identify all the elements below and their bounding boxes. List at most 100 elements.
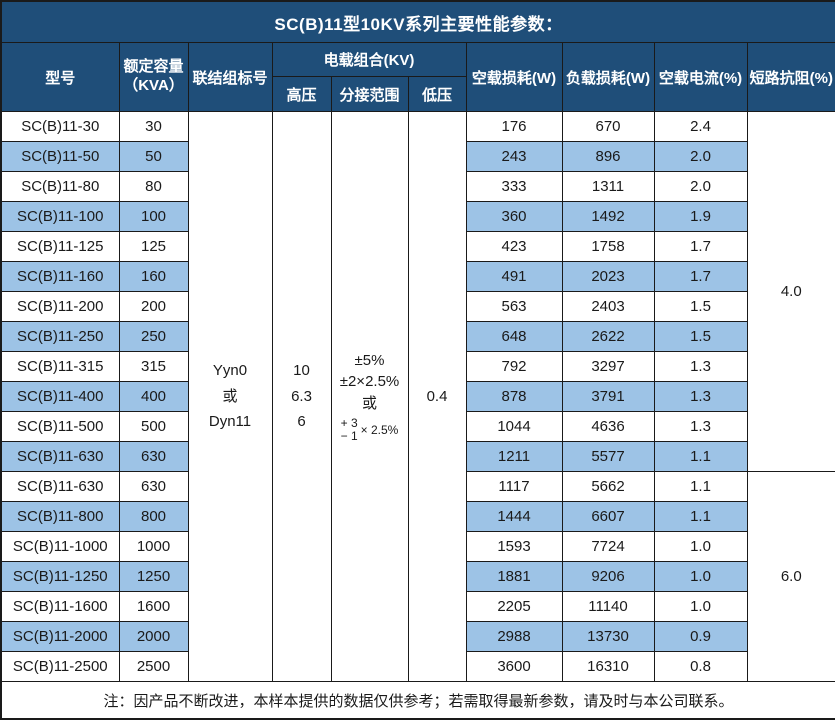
cell-no-load-loss: 3600 bbox=[465, 651, 563, 682]
cell-kva: 630 bbox=[118, 441, 189, 472]
cell-model: SC(B)11-30 bbox=[0, 111, 120, 142]
cell-no-load-current: 1.5 bbox=[653, 321, 748, 352]
cell-model: SC(B)11-250 bbox=[0, 321, 120, 352]
connection-line: Dyn11 bbox=[208, 413, 252, 431]
table-row: SC(B)11-1000 1000 1593 7724 1.0 bbox=[0, 531, 835, 562]
col-header-impedance: 短路抗阻(%) bbox=[746, 42, 835, 112]
cell-no-load-current: 1.1 bbox=[653, 471, 748, 502]
cell-kva: 100 bbox=[118, 201, 189, 232]
col-header-capacity: 额定容量 （KVA） bbox=[118, 42, 189, 112]
cell-no-load-loss: 2988 bbox=[465, 621, 563, 652]
cell-no-load-loss: 563 bbox=[465, 291, 563, 322]
connection-line: 或 bbox=[222, 387, 238, 405]
cell-no-load-loss: 648 bbox=[465, 321, 563, 352]
table-row: SC(B)11-1250 1250 1881 9206 1.0 bbox=[0, 561, 835, 592]
col-header-connection: 联结组标号 bbox=[187, 42, 273, 112]
cell-no-load-loss: 1593 bbox=[465, 531, 563, 562]
cell-no-load-loss: 792 bbox=[465, 351, 563, 382]
cell-no-load-current: 1.3 bbox=[653, 381, 748, 412]
cell-load-loss: 896 bbox=[561, 141, 655, 172]
cell-impedance-group1: 4.0 bbox=[746, 111, 835, 472]
tap-fraction-top: + 3 bbox=[340, 415, 358, 430]
cell-no-load-current: 1.5 bbox=[653, 291, 748, 322]
cell-load-loss: 670 bbox=[561, 111, 655, 142]
cell-kva: 630 bbox=[118, 471, 189, 502]
cell-load-loss: 2023 bbox=[561, 261, 655, 292]
cell-connection-merged: Yyn0 或 Dyn11 bbox=[187, 111, 273, 682]
cell-model: SC(B)11-125 bbox=[0, 231, 120, 262]
cell-model: SC(B)11-80 bbox=[0, 171, 120, 202]
header-row-1: 型号 额定容量 （KVA） 联结组标号 电载组合(KV) 空载损耗(W) 负载损… bbox=[0, 42, 835, 112]
cell-kva: 1600 bbox=[118, 591, 189, 622]
cell-no-load-current: 1.3 bbox=[653, 351, 748, 382]
cell-load-loss: 9206 bbox=[561, 561, 655, 592]
cell-no-load-current: 2.0 bbox=[653, 141, 748, 172]
cell-kva: 2500 bbox=[118, 651, 189, 682]
cell-load-loss: 1311 bbox=[561, 171, 655, 202]
cell-kva: 1000 bbox=[118, 531, 189, 562]
cell-load-loss: 1758 bbox=[561, 231, 655, 262]
connection-line: Yyn0 bbox=[212, 362, 248, 380]
cell-model: SC(B)11-630 bbox=[0, 471, 120, 502]
table-row: SC(B)11-50 50 243 896 2.0 bbox=[0, 141, 835, 172]
cell-load-loss: 13730 bbox=[561, 621, 655, 652]
col-header-no-load-current: 空载电流(%) bbox=[653, 42, 748, 112]
cell-no-load-loss: 423 bbox=[465, 231, 563, 262]
cell-load-loss: 1492 bbox=[561, 201, 655, 232]
cell-no-load-current: 1.0 bbox=[653, 531, 748, 562]
cell-no-load-loss: 1044 bbox=[465, 411, 563, 442]
cell-lv-merged: 0.4 bbox=[407, 111, 467, 682]
cell-kva: 200 bbox=[118, 291, 189, 322]
hv-line: 6.3 bbox=[291, 387, 312, 405]
table-row: SC(B)11-1600 1600 2205 11140 1.0 bbox=[0, 591, 835, 622]
col-header-no-load-loss: 空载损耗(W) bbox=[465, 42, 563, 112]
cell-kva: 315 bbox=[118, 351, 189, 382]
cell-model: SC(B)11-315 bbox=[0, 351, 120, 382]
cell-model: SC(B)11-50 bbox=[0, 141, 120, 172]
tap-fraction-bottom: − 1 bbox=[340, 429, 358, 444]
cell-no-load-current: 1.1 bbox=[653, 441, 748, 472]
table-row: SC(B)11-160 160 491 2023 1.7 bbox=[0, 261, 835, 292]
table-row: SC(B)11-30 30 Yyn0 或 Dyn11 10 6.3 6 ±5% … bbox=[0, 111, 835, 682]
hv-line: 10 bbox=[293, 362, 310, 380]
table-row: SC(B)11-630 630 1211 5577 1.1 bbox=[0, 441, 835, 472]
cell-model: SC(B)11-100 bbox=[0, 201, 120, 232]
cell-no-load-current: 1.9 bbox=[653, 201, 748, 232]
cell-model: SC(B)11-200 bbox=[0, 291, 120, 322]
cell-load-loss: 4636 bbox=[561, 411, 655, 442]
cell-no-load-current: 1.7 bbox=[653, 261, 748, 292]
tap-line: 或 bbox=[361, 395, 377, 413]
cell-load-loss: 5577 bbox=[561, 441, 655, 472]
cell-model: SC(B)11-2000 bbox=[0, 621, 120, 652]
cell-model: SC(B)11-2500 bbox=[0, 651, 120, 682]
table-row: SC(B)11-80 80 333 1311 2.0 bbox=[0, 171, 835, 202]
cell-load-loss: 11140 bbox=[561, 591, 655, 622]
cell-no-load-loss: 1211 bbox=[465, 441, 563, 472]
tap-fraction: + 3 − 1 × 2.5% bbox=[332, 415, 407, 444]
cell-kva: 2000 bbox=[118, 621, 189, 652]
col-header-voltage-combo: 电载组合(KV) bbox=[271, 42, 467, 77]
cell-load-loss: 7724 bbox=[561, 531, 655, 562]
table-row: SC(B)11-500 500 1044 4636 1.3 bbox=[0, 411, 835, 442]
cell-model: SC(B)11-1250 bbox=[0, 561, 120, 592]
header-row-2: 高压 分接范围 低压 bbox=[1, 76, 835, 112]
cell-no-load-current: 2.0 bbox=[653, 171, 748, 202]
cell-no-load-loss: 243 bbox=[465, 141, 563, 172]
cell-kva: 80 bbox=[118, 171, 189, 202]
hv-line: 6 bbox=[297, 413, 306, 431]
tap-fraction-mult: × 2.5% bbox=[360, 422, 399, 437]
col-header-load-loss: 负载损耗(W) bbox=[561, 42, 655, 112]
cell-no-load-loss: 333 bbox=[465, 171, 563, 202]
cell-kva: 500 bbox=[118, 411, 189, 442]
cell-no-load-loss: 176 bbox=[465, 111, 563, 142]
cell-load-loss: 5662 bbox=[561, 471, 655, 502]
col-header-hv: 高压 bbox=[271, 76, 332, 112]
cell-load-loss: 16310 bbox=[561, 651, 655, 682]
cell-no-load-loss: 1444 bbox=[465, 501, 563, 532]
cell-kva: 1250 bbox=[118, 561, 189, 592]
cell-model: SC(B)11-630 bbox=[0, 441, 120, 472]
cell-no-load-current: 1.1 bbox=[653, 501, 748, 532]
cell-model: SC(B)11-800 bbox=[0, 501, 120, 532]
